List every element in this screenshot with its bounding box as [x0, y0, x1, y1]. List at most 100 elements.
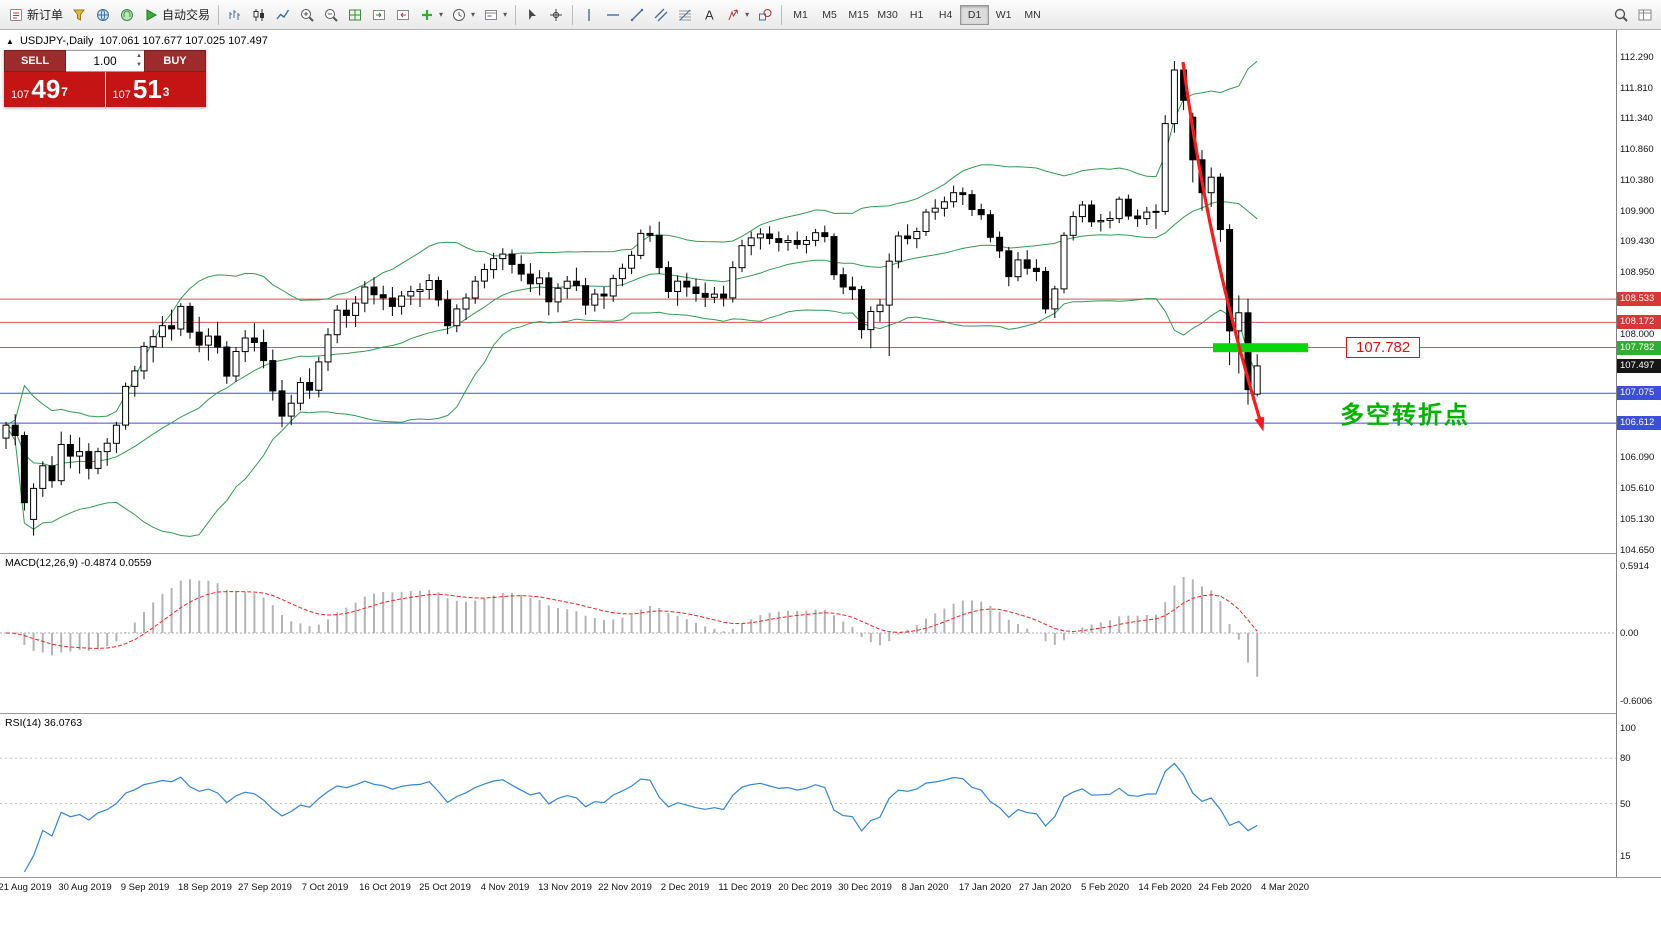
auto-scroll-icon	[371, 7, 387, 23]
new-order-button-label: 新订单	[27, 8, 64, 22]
date-label: 27 Jan 2020	[1018, 882, 1072, 893]
macd-label: MACD(12,26,9) -0.4874 0.0559	[5, 557, 152, 569]
shapes-button[interactable]	[753, 3, 777, 27]
chart-shift-button[interactable]	[391, 3, 415, 27]
date-label: 24 Feb 2020	[1198, 882, 1252, 893]
date-label: 2 Dec 2019	[660, 882, 710, 893]
text-button[interactable]: A	[697, 3, 721, 27]
buy-price-prefix: 107	[112, 88, 131, 101]
price-tick: 104.650	[1620, 544, 1655, 556]
buy-price-tile[interactable]: 107 51 3	[105, 72, 206, 107]
timeframe-w1[interactable]: W1	[989, 5, 1018, 25]
bar-chart-button[interactable]	[223, 3, 247, 27]
date-label: 4 Mar 2020	[1260, 882, 1310, 893]
globe-icon	[95, 7, 111, 23]
chart-shift-icon	[395, 7, 411, 23]
macd-values: -0.4874 0.0559	[80, 557, 152, 569]
layout-button[interactable]	[1633, 3, 1657, 27]
timeframe-mn[interactable]: MN	[1018, 5, 1047, 25]
volume-down-button[interactable]: ▼	[136, 62, 142, 68]
autotrading-button[interactable]: 自动交易	[139, 3, 214, 27]
tile-windows-button[interactable]	[343, 3, 367, 27]
rsi-indicator-panel[interactable]	[0, 714, 1616, 877]
autotrading-button-label: 自动交易	[162, 8, 211, 22]
market-watch-button[interactable]	[67, 3, 91, 27]
horizontal-line-button[interactable]	[601, 3, 625, 27]
data-window-button[interactable]	[91, 3, 115, 27]
price-tick: 111.810	[1620, 82, 1653, 94]
rsi-axis-label: 50	[1620, 798, 1631, 810]
channel-button[interactable]	[649, 3, 673, 27]
volume-up-button[interactable]: ▲	[136, 53, 142, 59]
ohlc-values: 107.061 107.677 107.025 107.497	[99, 35, 268, 47]
crosshair-button[interactable]	[544, 3, 568, 27]
main-price-chart[interactable]	[0, 30, 1616, 553]
date-label: 30 Aug 2019	[58, 882, 112, 893]
date-label: 9 Sep 2019	[120, 882, 170, 893]
date-axis[interactable]: 21 Aug 2019 30 Aug 2019 9 Sep 2019 18 Sep 2…	[0, 877, 1661, 901]
macd-axis-label: -0.6006	[1620, 695, 1653, 707]
templates-button[interactable]: ▾	[479, 3, 511, 27]
cursor-button[interactable]	[520, 3, 544, 27]
candlestick-chart-button[interactable]	[247, 3, 271, 27]
vertical-line-button[interactable]	[577, 3, 601, 27]
timeframe-m30[interactable]: M30	[873, 5, 902, 25]
date-label: 16 Oct 2019	[359, 882, 411, 893]
navigator-button[interactable]	[115, 3, 139, 27]
auto-scroll-button[interactable]	[367, 3, 391, 27]
timeframe-h1[interactable]: H1	[902, 5, 931, 25]
sell-button[interactable]: SELL	[4, 50, 66, 72]
buy-price-pip: 3	[162, 84, 170, 99]
new-order-button[interactable]: 新订单	[4, 3, 67, 27]
bollinger-middle-band	[5, 200, 1258, 467]
macd-indicator-panel[interactable]	[0, 554, 1616, 713]
macd-axis-label: 0.5914	[1620, 561, 1650, 573]
price-note-label[interactable]: 107.782	[1346, 337, 1421, 358]
sell-price-tile[interactable]: 107 49 7	[4, 72, 106, 107]
date-label: 7 Oct 2019	[301, 882, 349, 893]
periods-button[interactable]: ▾	[447, 3, 479, 27]
price-axis[interactable]: 112.290 111.810 111.340 110.860 110.380 109.9…	[1616, 30, 1661, 877]
bar-chart-icon	[227, 7, 243, 23]
trend-arrow-line[interactable]	[1181, 61, 1262, 421]
text-icon: A	[701, 7, 717, 23]
date-label: 17 Jan 2020	[958, 882, 1012, 893]
date-label: 13 Nov 2019	[538, 882, 592, 893]
fibonacci-button[interactable]	[673, 3, 697, 27]
timeframe-h4[interactable]: H4	[931, 5, 960, 25]
buy-button[interactable]: BUY	[144, 50, 206, 72]
trendline-button[interactable]	[625, 3, 649, 27]
volume-input[interactable]: 1.00 ▲ ▼	[66, 50, 144, 72]
symbol-marker-icon: ▲	[6, 37, 14, 46]
panel-divider[interactable]	[0, 713, 1661, 714]
price-tick: 106.090	[1620, 451, 1655, 463]
price-tick: 112.290	[1620, 51, 1654, 63]
line-chart-button[interactable]	[271, 3, 295, 27]
turning-point-label[interactable]: 多空转折点	[1340, 402, 1470, 429]
timeframe-m15[interactable]: M15	[844, 5, 873, 25]
macd-axis-label: 0.00	[1620, 628, 1639, 639]
clock-icon	[451, 7, 467, 23]
sell-price-prefix: 107	[11, 88, 30, 101]
search-button[interactable]	[1609, 3, 1633, 27]
panel-divider[interactable]	[0, 877, 1661, 878]
funnel-icon	[71, 7, 87, 23]
one-click-trading-panel: SELL 1.00 ▲ ▼ BUY 107 49 7 107 51 3	[4, 50, 206, 107]
timeframe-d1[interactable]: D1	[960, 4, 990, 25]
support-zone-bar[interactable]	[1213, 343, 1308, 353]
toolbar-separator	[218, 4, 220, 25]
date-label: 11 Dec 2019	[718, 882, 772, 893]
line-chart-icon	[275, 7, 291, 23]
price-tick: 105.130	[1620, 513, 1655, 525]
caret-down-icon: ▾	[471, 10, 476, 19]
zoom-in-icon	[299, 7, 315, 23]
timeframe-m1[interactable]: M1	[786, 5, 815, 25]
indicators-button[interactable]: ▾	[415, 3, 447, 27]
price-badge-108.533: 108.533	[1617, 292, 1661, 307]
zoom-in-button[interactable]	[295, 3, 319, 27]
arrows-button[interactable]: ▾	[721, 3, 753, 27]
timeframe-m5[interactable]: M5	[815, 5, 844, 25]
panel-divider[interactable]	[0, 553, 1661, 554]
zoom-out-button[interactable]	[319, 3, 343, 27]
date-label: 25 Oct 2019	[419, 882, 471, 893]
